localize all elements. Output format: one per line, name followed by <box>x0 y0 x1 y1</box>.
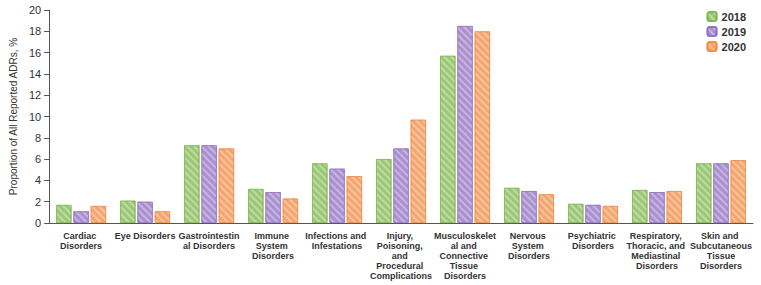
svg-text:Disorders: Disorders <box>444 271 486 281</box>
svg-text:Injury,: Injury, <box>387 231 416 241</box>
svg-text:Infections and: Infections and <box>305 231 369 241</box>
svg-text:10: 10 <box>29 111 41 123</box>
svg-text:20: 20 <box>29 4 41 16</box>
svg-text:12: 12 <box>29 89 41 101</box>
svg-text:Complications: Complications <box>370 271 432 281</box>
svg-text:18: 18 <box>29 25 41 37</box>
svg-text:Disorders: Disorders <box>636 261 678 271</box>
svg-text:6: 6 <box>35 153 41 165</box>
svg-text:Immune: Immune <box>255 231 292 241</box>
svg-text:Disorders: Disorders <box>700 261 742 271</box>
svg-text:Tissue: Tissue <box>704 251 737 261</box>
svg-text:Mediastinal: Mediastinal <box>631 251 683 261</box>
svg-text:4: 4 <box>35 174 41 186</box>
svg-text:Disorders: Disorders <box>60 241 102 251</box>
svg-text:Connective: Connective <box>440 251 491 261</box>
svg-text:Procedural: Procedural <box>376 261 426 271</box>
svg-text:System: System <box>512 241 547 251</box>
svg-text:Thoracic, and: Thoracic, and <box>627 241 688 251</box>
svg-text:16: 16 <box>29 47 41 59</box>
svg-text:Respiratory,: Respiratory, <box>630 231 684 241</box>
svg-text:Disorders: Disorders <box>508 251 550 261</box>
svg-text:2019: 2019 <box>722 26 746 38</box>
svg-text:Infestations: Infestations <box>312 241 363 251</box>
svg-text:Proportion of All Reported ADR: Proportion of All Reported ADRs, % <box>8 38 19 195</box>
svg-text:al and: al and <box>451 241 480 251</box>
svg-text:Poisoning,: Poisoning, <box>377 241 426 251</box>
svg-text:2: 2 <box>35 196 41 208</box>
svg-text:Psychiatric: Psychiatric <box>568 231 619 241</box>
svg-text:Tissue: Tissue <box>450 261 481 271</box>
svg-text:14: 14 <box>29 68 41 80</box>
svg-text:Subcutaneous: Subcutaneous <box>690 241 752 251</box>
svg-text:System: System <box>256 241 291 251</box>
svg-text:al Disorders: al Disorders <box>183 241 235 251</box>
svg-text:Musculoskelet: Musculoskelet <box>434 231 496 241</box>
svg-text:Skin and: Skin and <box>701 231 741 241</box>
svg-text:8: 8 <box>35 132 41 144</box>
svg-text:Nervous: Nervous <box>510 231 549 241</box>
svg-text:Disorders: Disorders <box>252 251 294 261</box>
svg-text:2018: 2018 <box>722 11 746 23</box>
svg-text:2020: 2020 <box>722 41 746 53</box>
svg-text:Disorders: Disorders <box>572 241 614 251</box>
svg-text:Gastrointestin: Gastrointestin <box>179 231 240 241</box>
svg-text:Cardiac: Cardiac <box>63 231 99 241</box>
svg-text:and: and <box>392 251 411 261</box>
svg-text:Eye Disorders: Eye Disorders <box>115 231 176 241</box>
svg-text:0: 0 <box>35 217 41 229</box>
